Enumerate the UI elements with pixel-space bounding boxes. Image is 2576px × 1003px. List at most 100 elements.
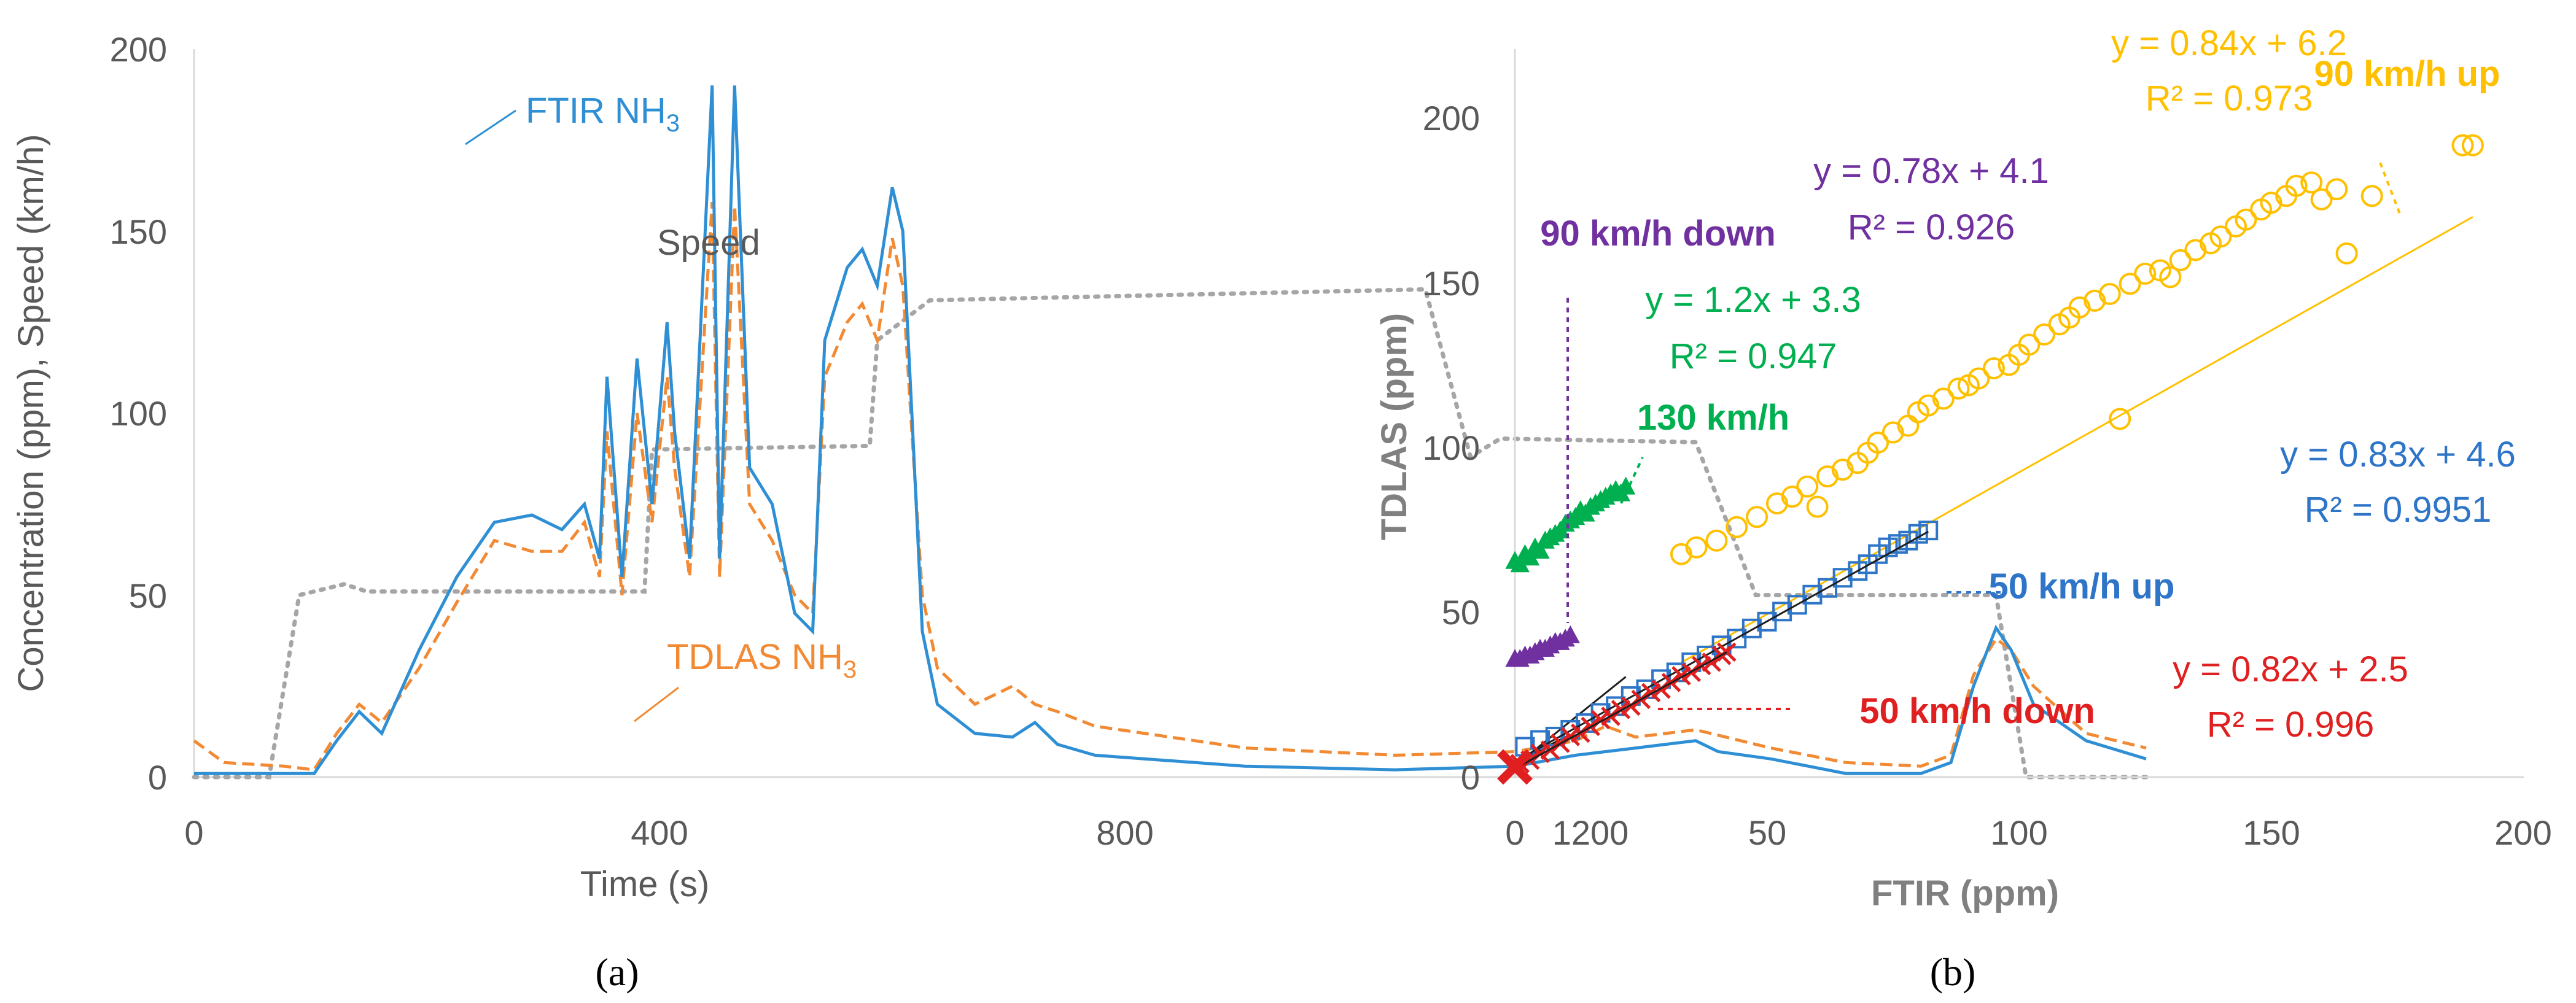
data-point: [1726, 516, 1748, 538]
chart-b-y-tick: 150: [1423, 264, 1480, 303]
data-point: [2300, 171, 2323, 194]
ftir-annotation-text: FTIR NH: [526, 91, 666, 131]
chart-a-x-tick: 0: [184, 813, 203, 852]
90-km-h-down-label: 90 km/h down: [1540, 214, 1776, 254]
data-point: [1741, 618, 1762, 638]
90-km-h-down-equation: y = 0.78x + 4.1: [1813, 151, 2049, 191]
50-km-h-down-r2: R² = 0.996: [2207, 705, 2374, 745]
data-point: [1848, 561, 1868, 581]
chart-a-y-tick: 0: [148, 758, 167, 797]
data-point: [1757, 611, 1777, 632]
chart-b-y-tick: 200: [1423, 99, 1480, 137]
data-point: [2134, 262, 2157, 285]
panel-label-b: (b): [1930, 950, 1976, 994]
series-tdlas-line: [193, 201, 2147, 772]
chart-a-x-tick: 1200: [1552, 813, 1629, 852]
data-point: [1497, 749, 1533, 785]
data-point: [1685, 536, 1708, 559]
chart-b-x-tick: 150: [2243, 813, 2300, 852]
chart-b-y-tick: 50: [1442, 593, 1480, 632]
data-point: [1867, 432, 1889, 454]
chart-a-x-tick: 400: [631, 813, 688, 852]
50-km-h-down-label: 50 km/h down: [1859, 691, 2095, 731]
data-point: [1781, 486, 1804, 508]
data-point: [1670, 543, 1692, 565]
tdlas-annotation-text: TDLAS NH: [667, 637, 843, 677]
data-point: [2084, 289, 2106, 312]
chart-b: 0 50 100 150 200 0 50 100 150 200 FTIR (…: [1374, 23, 2552, 994]
chart-a-y-tick: 50: [129, 576, 167, 615]
data-point: [2109, 408, 2131, 430]
panel-label-a: (a): [595, 950, 639, 994]
data-point: [2159, 266, 2182, 289]
chart-b-y-tick: 0: [1461, 758, 1480, 797]
data-point: [1796, 475, 1819, 498]
data-point: [2235, 208, 2257, 231]
ftir-annotation-label: FTIR NH3: [526, 91, 680, 137]
data-point: [2184, 239, 2207, 261]
data-point: [1908, 524, 1928, 544]
50-km-h-up-equation: y = 0.83x + 4.6: [2280, 435, 2516, 474]
data-point: [2451, 134, 2474, 157]
tdlas-annotation-subscript: 3: [843, 656, 857, 683]
data-point: [2209, 225, 2232, 248]
data-point: [2098, 282, 2121, 305]
series-ftir-line: [194, 85, 2147, 775]
data-point: [2285, 174, 2308, 197]
chart-a-y-tick: 200: [110, 30, 167, 69]
data-point: [2335, 242, 2358, 265]
90-km-h-up-equation: y = 0.84x + 6.2: [2111, 23, 2347, 63]
50-km-h-up-label: 50 km/h up: [1989, 567, 2175, 606]
series-90-km-h-up: [1670, 134, 2484, 664]
data-point: [1717, 642, 1737, 662]
data-point: [1806, 495, 1829, 518]
series-130-km-h: [1505, 476, 1636, 767]
data-point: [1858, 554, 1878, 575]
data-point: [1917, 394, 1940, 417]
data-point: [2461, 134, 2484, 157]
chart-b-x-tick: 0: [1505, 813, 1524, 852]
data-point: [1816, 465, 1839, 488]
tdlas-annotation-label: TDLAS NH3: [667, 637, 857, 683]
trendline-90-km-h-up: [1681, 216, 2473, 664]
90-km-h-up-r2: R² = 0.973: [2146, 79, 2313, 118]
data-point: [2325, 178, 2348, 201]
chart-b-x-tick: 200: [2494, 813, 2551, 852]
data-point: [1898, 530, 1918, 551]
50-km-h-down-equation: y = 0.82x + 2.5: [2173, 649, 2408, 689]
data-point: [2310, 188, 2333, 211]
trendline-50-km-h-down: [1514, 651, 1727, 770]
90-km-h-down-r2: R² = 0.926: [1848, 207, 2015, 247]
data-point: [1832, 568, 1853, 588]
data-point: [1818, 578, 1838, 598]
130-km-h-label: 130 km/h: [1637, 398, 1789, 438]
data-point: [1765, 492, 1788, 515]
data-point: [1932, 387, 1955, 410]
speed-annotation-label: Speed: [657, 223, 760, 263]
data-point: [1967, 367, 1990, 390]
data-point: [2260, 192, 2282, 214]
tdlas-annotation-leader: [634, 686, 679, 722]
chart-a-y-tick: 150: [110, 212, 167, 251]
130-km-h-r2: R² = 0.947: [1670, 336, 1837, 376]
ftir-annotation-subscript: 3: [666, 110, 680, 137]
chart-b-y-tick: 100: [1423, 428, 1480, 467]
90-km-h-up-label: 90 km/h up: [2314, 54, 2500, 94]
data-point: [1831, 459, 1854, 481]
data-point: [1787, 595, 1807, 615]
ftir-annotation-leader: [465, 109, 516, 145]
data-point: [1802, 584, 1823, 605]
data-point: [2068, 296, 2091, 319]
data-point: [1560, 625, 1580, 643]
50-km-h-up-r2: R² = 0.9951: [2305, 490, 2492, 530]
data-point: [2033, 323, 2056, 346]
130-km-h-equation: y = 1.2x + 3.3: [1645, 280, 1861, 320]
data-point: [1772, 602, 1792, 622]
chart-b-x-axis-title: FTIR (ppm): [1871, 873, 2059, 913]
data-point: [1881, 421, 1904, 444]
data-point: [1982, 357, 2005, 379]
data-point: [1705, 529, 1728, 552]
chart-b-y-axis-title: TDLAS (ppm): [1374, 313, 1414, 541]
